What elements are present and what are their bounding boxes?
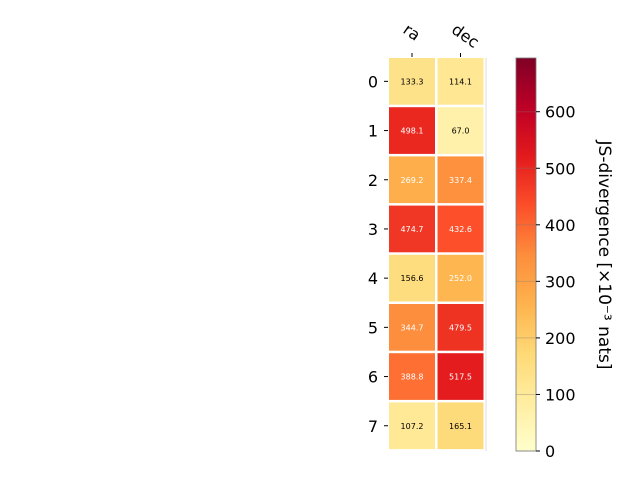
heatmap-cell [437,254,484,302]
cell-value-label: 67.0 [452,127,470,136]
colorbar-label: JS-divergence [×10⁻³ nats] [594,140,614,370]
cell-value-label: 432.6 [449,225,472,234]
colorbar-tick-label: 0 [545,442,555,461]
heatmap-cell [389,156,435,204]
cell-value-label: 344.7 [401,323,424,332]
row-tick-label: 5 [368,318,378,337]
cell-value-label: 517.5 [449,373,472,382]
heatmap-cell [389,58,435,105]
row-tick-labels: 0 1 2 3 4 5 6 7 [368,72,388,436]
heatmap-cells: 133.3 114.1 498.1 67.0 269.2 337.4 474.7 432.6 1… [389,58,487,451]
heatmap-cell [437,58,484,105]
cell-value-label: 479.5 [449,323,472,332]
heatmap-cell [437,402,484,450]
cell-value-label: 114.1 [449,77,472,86]
heatmap-cell [389,254,435,302]
cell-value-label: 156.6 [401,274,424,283]
colorbar-tick-label: 500 [545,159,576,178]
heatmap-cell [389,205,435,253]
cell-value-label: 133.3 [401,77,424,86]
colorbar-tick-label: 100 [545,385,576,404]
row-tick-label: 6 [368,368,378,387]
heatmap-cell [437,205,484,253]
column-tick-label: ra [400,20,424,45]
cell-value-label: 498.1 [401,127,424,136]
cell-value-label: 388.8 [401,373,424,382]
heatmap-cell [389,107,435,154]
cell-value-label: 337.4 [449,176,472,185]
column-tick-label: dec [448,20,482,52]
colorbar-tick-label: 400 [545,216,576,235]
heatmap-cell [437,156,484,204]
heatmap-cell [389,402,435,450]
colorbar-tick-label: 300 [545,272,576,291]
row-tick-label: 2 [368,171,378,190]
heatmap-cell [437,107,484,154]
heatmap-cell [437,353,484,400]
row-tick-label: 1 [368,122,378,141]
row-tick-label: 7 [368,417,378,436]
heatmap-cell [389,304,435,351]
cell-value-label: 165.1 [449,422,472,431]
row-tick-label: 4 [368,269,378,288]
row-tick-label: 3 [368,220,378,239]
colorbar: 0 100 200 300 400 500 600 [515,57,576,461]
column-tick-labels: ra dec [400,20,483,57]
colorbar-tick-label: 200 [545,329,576,348]
colorbar-gradient [515,57,537,452]
heatmap-cell [437,304,484,351]
cell-value-label: 107.2 [401,422,424,431]
cell-value-label: 252.0 [449,274,472,283]
cell-value-label: 269.2 [401,176,424,185]
heatmap-cell [389,353,435,400]
colorbar-tick-label: 600 [545,103,576,122]
row-tick-label: 0 [368,72,378,91]
cell-value-label: 474.7 [401,225,424,234]
